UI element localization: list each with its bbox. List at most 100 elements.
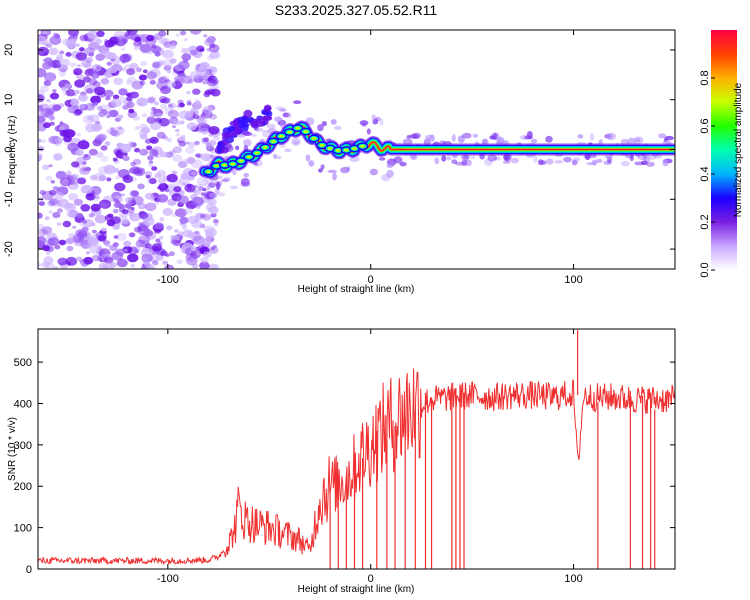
halo-speck — [230, 185, 239, 190]
halo-speck — [643, 154, 651, 163]
noise-speckle — [48, 210, 54, 214]
halo-speck — [502, 160, 511, 164]
noise-speckle — [205, 69, 213, 75]
halo-speck — [232, 169, 237, 175]
noise-speckle — [162, 207, 173, 216]
halo-speck — [472, 133, 479, 138]
halo-speck — [340, 166, 350, 174]
noise-speckle — [180, 134, 186, 139]
ridge-bead-core — [360, 144, 366, 148]
noise-speckle — [154, 173, 162, 179]
ridge-bead-core — [303, 130, 309, 134]
noise-speckle — [41, 226, 53, 235]
snr-plot — [38, 329, 675, 569]
noise-speckle — [97, 133, 107, 141]
noise-speckle — [138, 235, 151, 244]
halo-speck — [662, 159, 669, 167]
noise-speckle — [79, 166, 91, 175]
halo-speck — [214, 180, 223, 187]
noise-speckle — [50, 60, 62, 69]
noise-speckle — [54, 137, 64, 145]
halo-speck — [577, 134, 584, 139]
halo-speck — [530, 138, 538, 144]
noise-speckle — [49, 121, 55, 126]
noise-speckle — [52, 104, 62, 111]
noise-speckle — [207, 77, 213, 82]
bottom-y-tick-label: 300 — [14, 440, 32, 452]
noise-speckle — [38, 94, 45, 103]
noise-speckle — [140, 61, 147, 66]
noise-speckle — [195, 100, 201, 105]
noise-speckle — [190, 250, 202, 259]
noise-speckle — [68, 210, 79, 218]
noise-speckle — [209, 50, 221, 60]
noise-speckle — [47, 200, 56, 207]
noise-speckle — [140, 167, 145, 171]
noise-speckle — [153, 153, 159, 157]
noise-speckle — [95, 53, 105, 61]
noise-speckle — [179, 120, 185, 125]
noise-speckle — [149, 115, 155, 119]
halo-speck — [589, 133, 595, 141]
noise-speckle — [75, 43, 80, 47]
noise-speckle — [151, 166, 158, 171]
noise-speckle — [38, 68, 47, 78]
noise-speckle — [128, 232, 136, 238]
noise-speckle — [89, 185, 102, 195]
noise-speckle — [187, 255, 193, 260]
noise-speckle — [120, 47, 125, 51]
ridge-bead-core — [270, 140, 276, 143]
noise-speckle — [46, 43, 52, 48]
noise-speckle — [66, 211, 75, 218]
halo-speck — [305, 154, 311, 162]
noise-speckle — [203, 225, 216, 235]
noise-speckle — [171, 170, 178, 175]
branch-blob — [264, 106, 272, 112]
halo-speck — [278, 108, 287, 112]
noise-speckle — [178, 110, 191, 120]
bottom-x-axis-label: Height of straight line (km) — [298, 584, 415, 595]
halo-speck — [212, 136, 220, 141]
noise-speckle — [133, 45, 140, 51]
noise-speckle — [41, 261, 50, 268]
noise-speckle — [65, 89, 76, 97]
noise-speckle — [190, 171, 197, 176]
noise-speckle — [181, 47, 189, 54]
noise-speckle — [141, 126, 151, 134]
noise-speckle — [162, 135, 168, 140]
noise-speckle — [144, 192, 154, 200]
noise-speckle — [152, 62, 160, 68]
noise-speckle — [138, 222, 143, 226]
noise-speckle — [76, 132, 82, 137]
halo-speck — [451, 159, 458, 164]
noise-speckle — [162, 97, 171, 104]
noise-speckle — [82, 153, 91, 161]
halo-speck — [359, 120, 369, 126]
noise-speckle — [162, 49, 174, 59]
halo-speck — [604, 155, 613, 159]
noise-speckle — [169, 58, 177, 64]
noise-speckle — [154, 52, 161, 57]
halo-speck — [487, 154, 497, 162]
halo-speck — [637, 154, 647, 161]
noise-speckle — [65, 40, 76, 48]
noise-speckle — [167, 109, 179, 119]
noise-speckle — [150, 109, 160, 118]
colorbar-label: Normalized spectral amplitude — [733, 82, 744, 217]
noise-speckle — [38, 142, 41, 147]
noise-speckle — [105, 96, 111, 101]
noise-speckle — [121, 193, 126, 197]
halo-speck — [537, 159, 544, 166]
noise-speckle — [180, 173, 189, 180]
halo-speck — [330, 119, 337, 125]
halo-speck — [287, 112, 292, 119]
noise-speckle — [127, 76, 136, 83]
noise-speckle — [137, 183, 145, 190]
noise-speckle — [128, 108, 135, 114]
noise-speckle — [192, 114, 199, 119]
top-y-tick-label: 20 — [3, 44, 15, 56]
halo-speck — [320, 164, 325, 170]
noise-speckle — [189, 71, 200, 79]
noise-speckle — [127, 253, 139, 263]
noise-speckle — [149, 136, 159, 144]
